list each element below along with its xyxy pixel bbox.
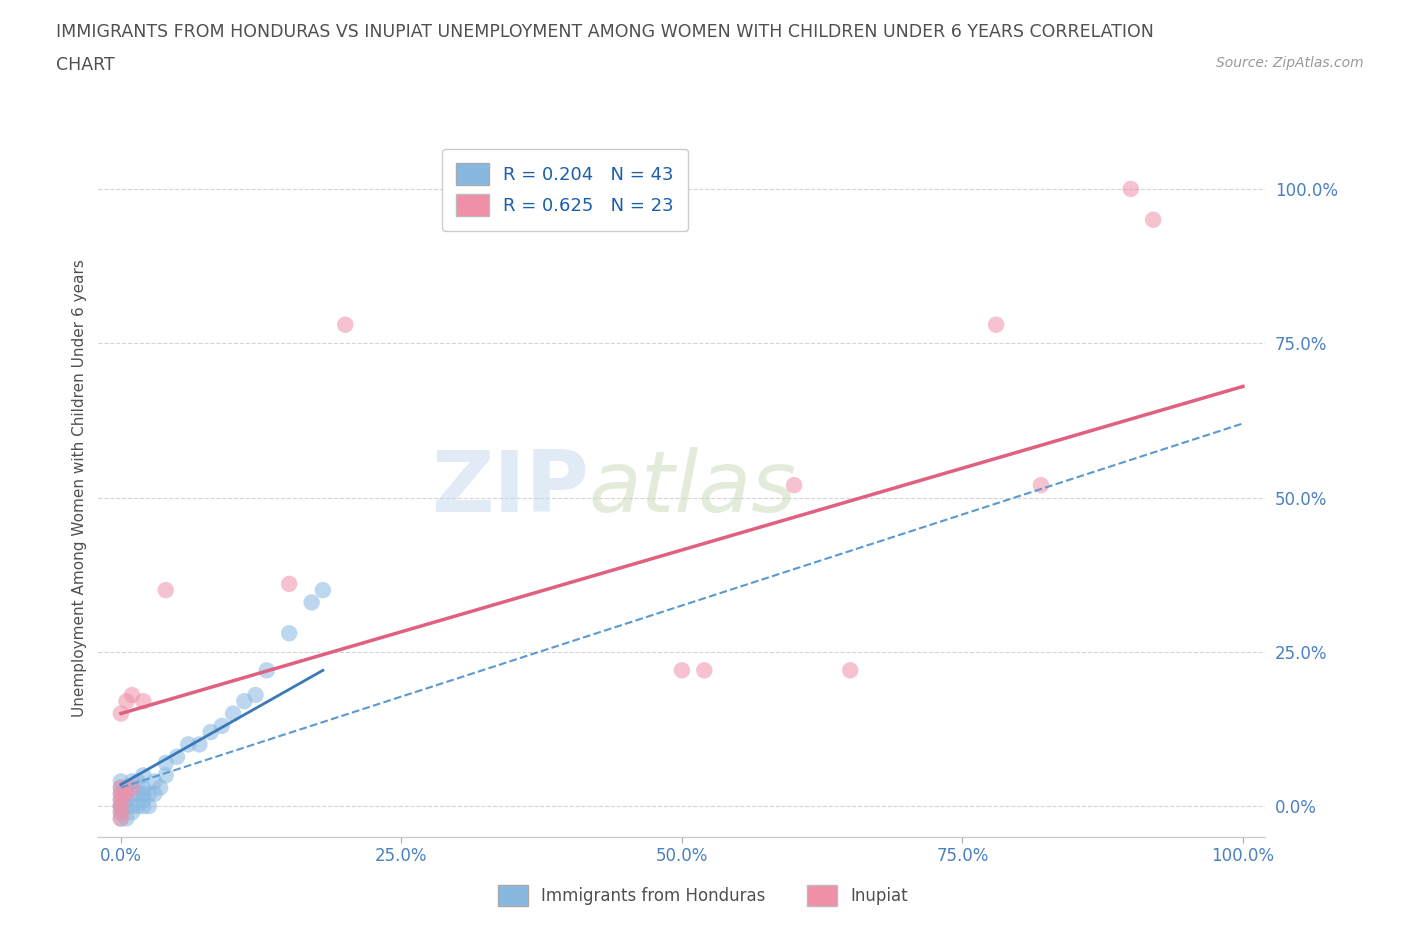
Point xyxy=(155,768,177,783)
Point xyxy=(127,774,149,789)
Point xyxy=(177,737,200,751)
Point xyxy=(110,774,132,789)
Point xyxy=(188,737,211,751)
Point xyxy=(115,780,138,795)
Text: CHART: CHART xyxy=(56,56,115,73)
Text: atlas: atlas xyxy=(589,446,797,530)
Point xyxy=(839,663,862,678)
Point xyxy=(115,694,138,709)
Point xyxy=(121,787,143,802)
Point xyxy=(110,804,132,819)
Point xyxy=(132,792,155,807)
Point xyxy=(115,811,138,826)
Point xyxy=(155,755,177,770)
Point xyxy=(110,780,132,795)
Point xyxy=(200,724,222,739)
Point xyxy=(127,787,149,802)
Point xyxy=(121,774,143,789)
Point xyxy=(312,583,335,598)
Point xyxy=(110,706,132,721)
Point xyxy=(110,799,132,814)
Point xyxy=(166,750,188,764)
Y-axis label: Unemployment Among Women with Children Under 6 years: Unemployment Among Women with Children U… xyxy=(72,259,87,717)
Point xyxy=(301,595,323,610)
Point xyxy=(132,799,155,814)
Point xyxy=(143,774,166,789)
Text: IMMIGRANTS FROM HONDURAS VS INUPIAT UNEMPLOYMENT AMONG WOMEN WITH CHILDREN UNDER: IMMIGRANTS FROM HONDURAS VS INUPIAT UNEM… xyxy=(56,23,1154,41)
Point xyxy=(245,687,267,702)
Point xyxy=(121,780,143,795)
Point xyxy=(222,706,245,721)
Point xyxy=(110,787,132,802)
Point xyxy=(149,780,172,795)
Point xyxy=(138,799,160,814)
Point xyxy=(143,787,166,802)
Point xyxy=(110,792,132,807)
Point xyxy=(278,626,301,641)
Point xyxy=(132,787,155,802)
Point xyxy=(110,811,132,826)
Point xyxy=(783,478,806,493)
Point xyxy=(278,577,301,591)
Point xyxy=(132,768,155,783)
Point xyxy=(110,804,132,819)
Point xyxy=(211,719,233,734)
Point xyxy=(110,799,132,814)
Point xyxy=(115,799,138,814)
Point xyxy=(110,792,132,807)
Point xyxy=(233,694,256,709)
Point xyxy=(1119,181,1142,196)
Point xyxy=(984,317,1007,332)
Point xyxy=(132,780,155,795)
Point xyxy=(115,792,138,807)
Text: ZIP: ZIP xyxy=(430,446,589,530)
Point xyxy=(110,811,132,826)
Legend: Immigrants from Honduras, Inupiat: Immigrants from Honduras, Inupiat xyxy=(491,879,915,912)
Point xyxy=(1142,212,1164,227)
Point xyxy=(693,663,716,678)
Legend: R = 0.204   N = 43, R = 0.625   N = 23: R = 0.204 N = 43, R = 0.625 N = 23 xyxy=(441,149,689,231)
Point xyxy=(110,780,132,795)
Point xyxy=(335,317,357,332)
Point xyxy=(1029,478,1052,493)
Point xyxy=(121,799,143,814)
Point xyxy=(132,694,155,709)
Text: Source: ZipAtlas.com: Source: ZipAtlas.com xyxy=(1216,56,1364,70)
Point xyxy=(127,799,149,814)
Point xyxy=(121,804,143,819)
Point xyxy=(671,663,693,678)
Point xyxy=(121,687,143,702)
Point xyxy=(110,799,132,814)
Point xyxy=(110,787,132,802)
Point xyxy=(115,787,138,802)
Point xyxy=(155,583,177,598)
Point xyxy=(256,663,278,678)
Point xyxy=(138,787,160,802)
